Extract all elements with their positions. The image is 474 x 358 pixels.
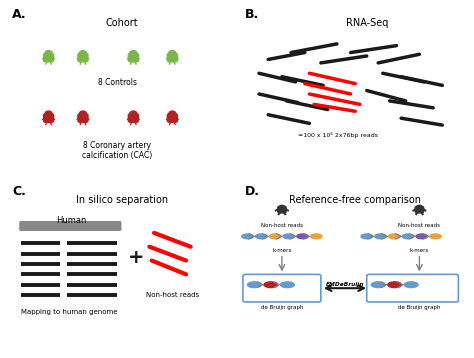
Text: B.: B.	[245, 8, 259, 21]
Text: Non-host reads: Non-host reads	[146, 292, 199, 297]
Text: RNA-Seq: RNA-Seq	[346, 18, 388, 28]
Text: EMDeBruijn: EMDeBruijn	[326, 282, 364, 287]
Text: C.: C.	[12, 184, 26, 198]
Ellipse shape	[297, 234, 308, 239]
FancyBboxPatch shape	[278, 206, 286, 213]
Circle shape	[45, 50, 52, 56]
Circle shape	[130, 50, 137, 56]
FancyBboxPatch shape	[44, 53, 54, 62]
Text: Cohort: Cohort	[106, 18, 138, 28]
Text: 8 Coronary artery
calcification (CAC): 8 Coronary artery calcification (CAC)	[82, 141, 153, 160]
Text: A.: A.	[12, 8, 27, 21]
Text: Reference-free comparison: Reference-free comparison	[289, 195, 421, 205]
Circle shape	[169, 111, 176, 116]
Ellipse shape	[242, 234, 253, 239]
Circle shape	[45, 111, 52, 116]
FancyBboxPatch shape	[128, 114, 138, 122]
Text: +: +	[128, 248, 144, 267]
Text: 8 Controls: 8 Controls	[98, 78, 137, 87]
FancyBboxPatch shape	[44, 114, 54, 122]
Text: Human: Human	[56, 216, 87, 224]
Text: de Bruijn graph: de Bruijn graph	[398, 305, 441, 310]
FancyBboxPatch shape	[167, 53, 177, 62]
Ellipse shape	[402, 234, 414, 239]
Circle shape	[280, 205, 284, 209]
FancyBboxPatch shape	[128, 53, 138, 62]
FancyBboxPatch shape	[78, 53, 88, 62]
Ellipse shape	[247, 282, 261, 287]
Text: D.: D.	[245, 184, 260, 198]
Ellipse shape	[416, 234, 428, 239]
Text: k-mers: k-mers	[272, 248, 292, 253]
Ellipse shape	[255, 234, 267, 239]
Ellipse shape	[389, 234, 400, 239]
Text: Mapping to human genome: Mapping to human genome	[21, 309, 118, 315]
Circle shape	[169, 50, 176, 56]
Circle shape	[79, 111, 87, 116]
Ellipse shape	[310, 234, 322, 239]
Ellipse shape	[264, 282, 278, 287]
Ellipse shape	[281, 282, 294, 287]
Ellipse shape	[375, 234, 386, 239]
FancyBboxPatch shape	[415, 206, 424, 213]
Ellipse shape	[269, 234, 281, 239]
Circle shape	[79, 50, 87, 56]
Ellipse shape	[404, 282, 418, 287]
Text: Non-host reads: Non-host reads	[261, 223, 303, 228]
Ellipse shape	[388, 282, 401, 287]
FancyBboxPatch shape	[20, 222, 121, 230]
Text: de Bruijn graph: de Bruijn graph	[261, 305, 303, 310]
Ellipse shape	[430, 234, 441, 239]
Text: k-mers: k-mers	[410, 248, 429, 253]
Ellipse shape	[371, 282, 385, 287]
Text: Non-host reads: Non-host reads	[399, 223, 440, 228]
FancyBboxPatch shape	[167, 114, 177, 122]
Ellipse shape	[283, 234, 294, 239]
Ellipse shape	[361, 234, 373, 239]
FancyBboxPatch shape	[78, 114, 88, 122]
Circle shape	[417, 205, 422, 209]
Circle shape	[130, 111, 137, 116]
Text: In silico separation: In silico separation	[76, 195, 168, 205]
Text: ≈100 x 10⁶ 2x76bp reads: ≈100 x 10⁶ 2x76bp reads	[298, 132, 378, 138]
